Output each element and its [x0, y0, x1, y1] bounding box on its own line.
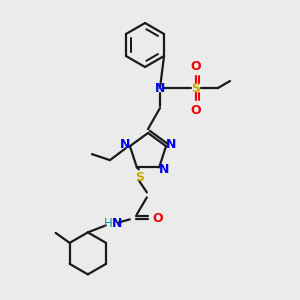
Text: H: H — [103, 217, 112, 230]
Text: N: N — [155, 82, 165, 94]
Text: N: N — [120, 138, 130, 151]
Text: S: S — [191, 82, 200, 94]
Text: O: O — [191, 59, 201, 73]
Text: N: N — [159, 163, 169, 176]
Text: N: N — [112, 217, 122, 230]
Text: O: O — [152, 212, 163, 225]
Text: S: S — [135, 171, 144, 184]
Text: O: O — [191, 103, 201, 116]
Text: N: N — [166, 138, 176, 151]
